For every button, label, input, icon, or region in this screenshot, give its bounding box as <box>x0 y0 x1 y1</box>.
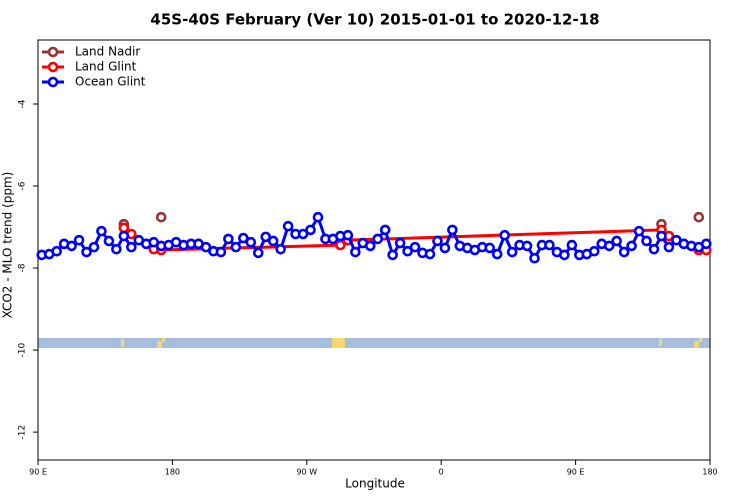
x-tick-label: 90 W <box>296 468 317 477</box>
point <box>215 246 227 258</box>
point <box>409 241 421 253</box>
point <box>81 246 92 258</box>
point <box>559 249 570 261</box>
point <box>103 235 115 247</box>
point <box>663 241 675 253</box>
point <box>633 225 645 237</box>
y-axis-label: XCO2 - MLO trend (ppm) <box>1 172 15 319</box>
point <box>350 246 361 258</box>
point <box>51 245 62 257</box>
x-tick-label: 180 <box>702 468 717 477</box>
point <box>260 231 272 243</box>
point <box>626 240 637 252</box>
point <box>200 241 212 253</box>
legend-marker <box>47 46 59 58</box>
point <box>155 211 167 223</box>
series <box>36 211 712 264</box>
y-tick-label: -4 <box>18 99 28 108</box>
point <box>88 241 100 253</box>
point <box>588 245 600 257</box>
point <box>618 246 630 258</box>
point <box>439 242 451 254</box>
point <box>312 211 324 223</box>
point <box>342 229 354 241</box>
y-tick-label: -8 <box>18 263 28 272</box>
legend-marker <box>47 76 59 88</box>
point <box>611 235 622 247</box>
y-tick-label: -6 <box>18 181 28 190</box>
point <box>521 240 533 252</box>
point <box>267 235 279 247</box>
point <box>223 233 234 245</box>
point <box>96 225 107 237</box>
point <box>111 243 122 255</box>
point <box>118 230 130 242</box>
legend-label: Land Nadir <box>75 45 140 59</box>
point <box>364 240 376 252</box>
point <box>499 229 510 241</box>
point <box>305 224 316 236</box>
point <box>252 247 264 259</box>
point <box>275 243 286 255</box>
point <box>491 248 503 260</box>
x-tick-label: 90 E <box>567 468 585 477</box>
point <box>700 238 712 250</box>
legend-label: Land Glint <box>75 60 137 74</box>
legend-label: Ocean Glint <box>75 75 146 89</box>
point <box>603 240 615 252</box>
point <box>648 243 660 255</box>
point <box>238 232 249 244</box>
point <box>656 230 667 242</box>
chart-title: 45S-40S February (Ver 10) 2015-01-01 to … <box>150 11 599 29</box>
point <box>641 235 652 247</box>
x-tick-label: 180 <box>165 468 180 477</box>
point <box>118 222 130 234</box>
land-mask-band <box>38 338 710 348</box>
point <box>73 234 85 246</box>
point <box>297 228 309 240</box>
x-axis-label: Longitude <box>345 477 405 491</box>
x-tick-label: 0 <box>439 468 444 477</box>
point <box>693 211 705 223</box>
point <box>126 241 137 253</box>
series <box>118 211 705 230</box>
point <box>230 241 242 253</box>
x-tick-label: 90 E <box>29 468 47 477</box>
point <box>379 224 391 236</box>
point <box>394 237 406 249</box>
point <box>402 245 413 257</box>
point <box>529 252 540 264</box>
point <box>282 220 294 232</box>
point <box>245 236 257 248</box>
y-tick-label: -10 <box>18 342 28 357</box>
point <box>372 233 384 245</box>
y-tick-label: -12 <box>18 425 28 440</box>
point <box>506 246 518 258</box>
point <box>566 239 578 251</box>
point <box>432 235 443 247</box>
point <box>66 240 77 252</box>
point <box>447 224 458 236</box>
point <box>544 239 555 251</box>
point <box>484 242 496 254</box>
point <box>387 249 398 261</box>
legend-marker <box>47 61 59 73</box>
point <box>424 248 436 260</box>
